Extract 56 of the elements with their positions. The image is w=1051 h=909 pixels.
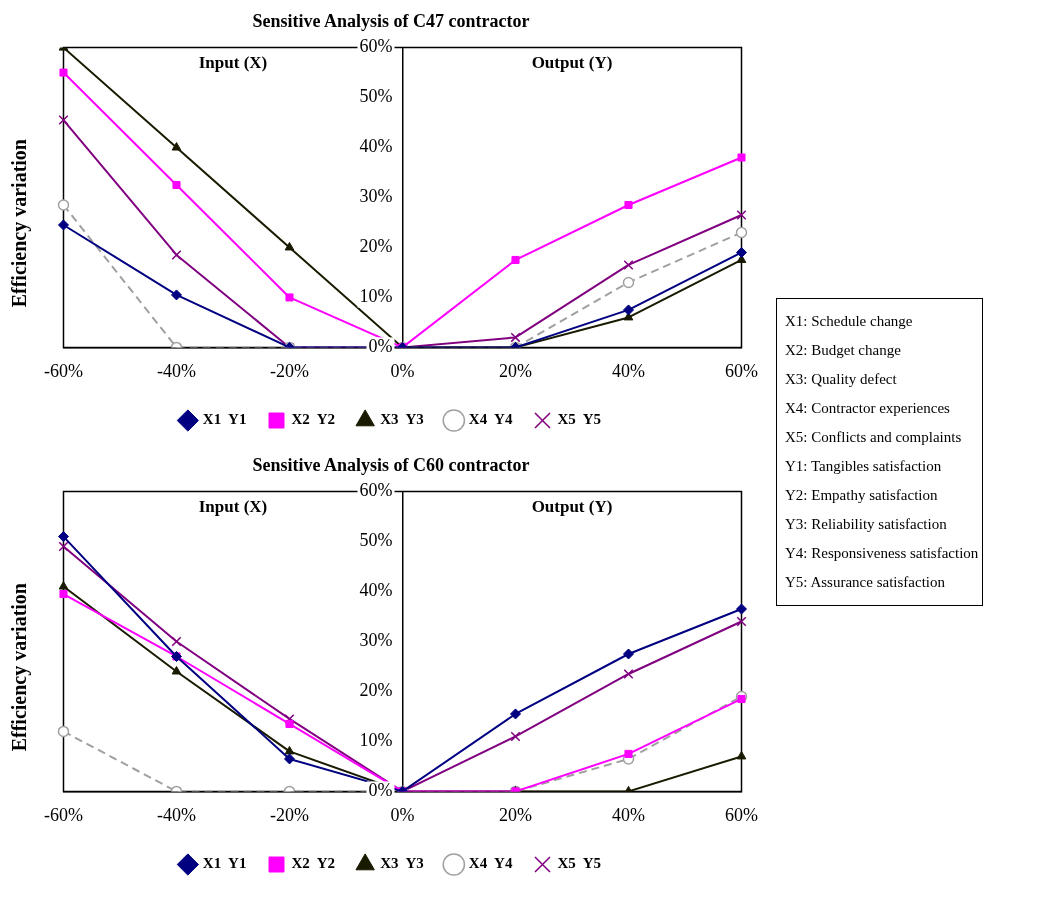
y-tick-label: 10% — [359, 730, 393, 751]
x-tick-label: -60% — [43, 360, 83, 381]
text: X2: Budget change — [785, 341, 902, 360]
text: X1: Schedule change — [785, 312, 914, 331]
text: X4: Contractor experiences — [785, 399, 951, 418]
x-tick-label: 60% — [725, 360, 758, 381]
x-tick-label: 40% — [612, 804, 645, 825]
y-tick-label: 40% — [359, 136, 393, 157]
y-axis-title: Efficiency variation — [8, 138, 32, 308]
y-tick-label: 30% — [359, 186, 393, 207]
legend-label: X3 Y3 — [380, 411, 424, 428]
text: Y1: Tangibles satisfaction — [785, 457, 943, 476]
text: X3: Quality defect — [785, 370, 898, 389]
y-tick-label: 50% — [359, 86, 393, 107]
y-tick-label: 0% — [368, 336, 393, 357]
chart-title: Sensitive Analysis of C47 contractor — [252, 11, 530, 32]
y-tick-label: 20% — [359, 236, 393, 257]
legend-label: X5 Y5 — [557, 855, 602, 872]
x-tick-label: 0% — [390, 360, 415, 381]
x-tick-label: -20% — [270, 360, 309, 381]
legend-label: X1 Y1 — [202, 411, 247, 428]
y-tick-label: 50% — [359, 530, 393, 551]
x-tick-label: -20% — [270, 804, 309, 825]
annotation: Output (Y) — [531, 497, 613, 517]
text: Y5: Assurance satisfaction — [785, 573, 946, 592]
x-tick-label: -60% — [43, 804, 83, 825]
x-tick-label: 0% — [390, 804, 415, 825]
text: X5: Conflicts and complaints — [785, 428, 963, 447]
legend-label: X2 Y2 — [291, 855, 336, 872]
annotation: Output (Y) — [531, 53, 613, 73]
x-tick-label: 20% — [499, 804, 532, 825]
y-axis-title: Efficiency variation — [8, 582, 32, 752]
x-tick-label: -40% — [157, 360, 196, 381]
legend-label: X4 Y4 — [468, 411, 513, 428]
x-tick-label: 40% — [612, 360, 645, 381]
y-tick-label: 20% — [359, 680, 393, 701]
legend-label: X2 Y2 — [291, 411, 336, 428]
y-tick-label: 0% — [368, 780, 393, 801]
y-tick-label: 40% — [359, 580, 393, 601]
legend-label: X1 Y1 — [202, 855, 247, 872]
x-tick-label: -40% — [157, 804, 196, 825]
y-tick-label: 10% — [359, 286, 393, 307]
legend-label: X3 Y3 — [380, 855, 424, 872]
x-tick-label: 60% — [725, 804, 758, 825]
y-tick-label: 30% — [359, 630, 393, 651]
annotation: Input (X) — [198, 53, 268, 73]
y-tick-label: 60% — [359, 480, 393, 501]
legend-label: X4 Y4 — [468, 855, 513, 872]
x-tick-label: 20% — [499, 360, 532, 381]
annotation: Input (X) — [198, 497, 268, 517]
text: Y4: Responsiveness satisfaction — [785, 544, 979, 563]
y-tick-label: 60% — [359, 36, 393, 57]
text: Y3: Reliability satisfaction — [785, 515, 948, 534]
legend-label: X5 Y5 — [557, 411, 602, 428]
text: Y2: Empathy satisfaction — [785, 486, 939, 505]
chart-title: Sensitive Analysis of C60 contractor — [252, 455, 530, 476]
